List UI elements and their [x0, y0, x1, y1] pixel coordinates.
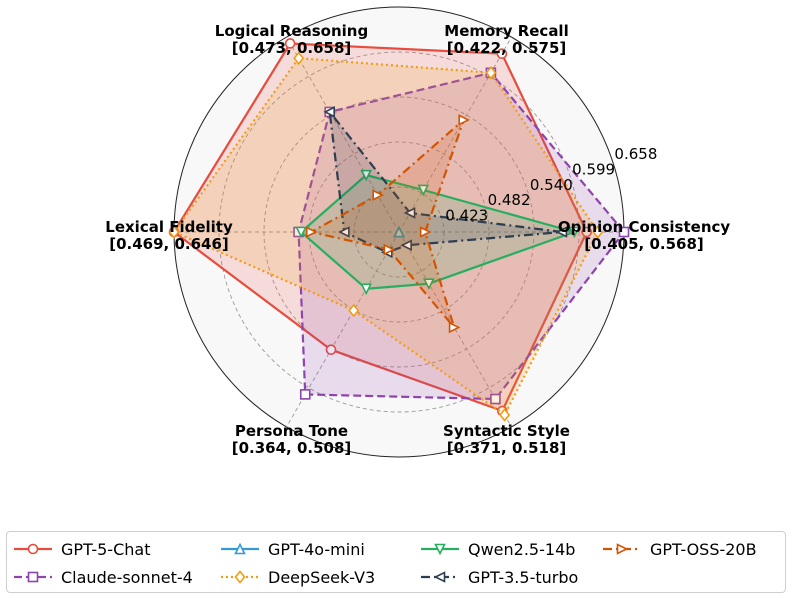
- axis-label-name: Memory Recall: [444, 22, 568, 40]
- legend-marker: [234, 542, 246, 555]
- data-point: [403, 207, 416, 219]
- data-point: [400, 239, 412, 252]
- radial-tick-label: 0.599: [572, 160, 615, 178]
- data-point: [592, 225, 604, 239]
- radial-tick-label: 0.658: [614, 145, 657, 163]
- data-point: [360, 283, 372, 296]
- legend-swatch: [14, 571, 52, 583]
- radial-tick-label: 0.423: [445, 207, 488, 225]
- axis-label-name: Persona Tone: [235, 422, 348, 440]
- axis-label-range: [0.405, 0.568]: [584, 235, 704, 253]
- data-point: [581, 226, 593, 238]
- grid-ring-4: [218, 51, 580, 413]
- legend-marker: [234, 570, 246, 584]
- legend-item: Claude-sonnet-4: [13, 566, 193, 588]
- axis-label-range: [0.469, 0.646]: [109, 235, 229, 253]
- data-point: [372, 189, 385, 201]
- series-area: [174, 58, 598, 415]
- chart-legend: GPT-5-Chat GPT-4o-mini Qwen2.5-14b GPT-OSS-…: [6, 531, 786, 593]
- legend-item: DeepSeek-V3: [220, 566, 375, 588]
- series-area: [301, 175, 575, 289]
- data-point: [295, 226, 307, 239]
- series-gpt-oss-20b: [305, 114, 470, 334]
- data-point: [458, 114, 470, 126]
- legend-label: GPT-3.5-turbo: [468, 567, 579, 587]
- axis-label-name: Lexical Fidelity: [105, 218, 233, 236]
- data-point: [568, 226, 581, 239]
- legend-marker: [433, 571, 446, 583]
- data-point: [325, 344, 337, 356]
- series-area: [329, 111, 562, 253]
- data-point: [499, 408, 511, 422]
- axis-labels: Opinion Consistency[0.405, 0.568] Memory …: [105, 22, 730, 457]
- grid-spoke-2: [398, 36, 512, 233]
- legend-swatch: [221, 570, 259, 584]
- legend-label: Claude-sonnet-4: [61, 567, 193, 587]
- radial-tick-label: 0.482: [488, 191, 531, 209]
- axis-label-name: Syntactic Style: [443, 422, 570, 440]
- data-point: [393, 225, 405, 238]
- axis-label-name: Opinion Consistency: [558, 218, 731, 236]
- legend-label: DeepSeek-V3: [268, 567, 376, 587]
- legend-item: GPT-3.5-turbo: [420, 566, 578, 588]
- legend-label: GPT-OSS-20B: [650, 539, 757, 559]
- series-layer: [168, 38, 630, 422]
- grid-spoke-5: [286, 231, 400, 428]
- data-point: [485, 66, 497, 80]
- legend-item: GPT-OSS-20B: [602, 538, 757, 560]
- legend-label: GPT-5-Chat: [61, 539, 151, 559]
- legend-swatch: [603, 543, 641, 555]
- axis-label-range: [0.371, 0.518]: [447, 439, 567, 457]
- axis-label-range: [0.364, 0.508]: [232, 439, 352, 457]
- data-point: [299, 389, 311, 400]
- data-point: [284, 38, 296, 49]
- legend-marker: [27, 543, 39, 555]
- legend-marker: [434, 543, 446, 556]
- series-area: [298, 72, 624, 400]
- series-area: [174, 43, 587, 411]
- legend-swatch: [14, 543, 52, 555]
- series-deepseek-v3: [168, 51, 604, 422]
- series-area: [311, 119, 464, 328]
- data-point: [417, 184, 430, 197]
- series-gpt-4o-mini: [393, 225, 405, 238]
- data-point: [338, 226, 350, 238]
- data-point: [360, 169, 372, 182]
- data-point: [383, 243, 396, 256]
- series-qwen2-5-14b: [295, 169, 581, 296]
- data-point: [496, 48, 508, 60]
- data-point: [618, 226, 630, 238]
- grid-spoke-3: [286, 36, 400, 233]
- axis-label-name: Logical Reasoning: [215, 22, 368, 40]
- data-point: [348, 303, 360, 318]
- data-point: [423, 278, 435, 290]
- legend-swatch: [421, 571, 459, 583]
- data-point: [448, 321, 461, 334]
- legend-item: Qwen2.5-14b: [420, 538, 575, 560]
- axis-label-range: [0.422, 0.575]: [447, 39, 567, 57]
- legend-item: GPT-4o-mini: [220, 538, 365, 560]
- axis-label-range: [0.473, 0.658]: [232, 39, 352, 57]
- data-point: [293, 51, 305, 65]
- data-point: [168, 225, 180, 239]
- legend-swatch: [221, 542, 259, 555]
- data-point: [323, 106, 335, 118]
- legend-label: GPT-4o-mini: [268, 539, 365, 559]
- legend-item: GPT-5-Chat: [13, 538, 150, 560]
- radial-tick-label: 0.540: [530, 176, 573, 194]
- data-point: [555, 226, 568, 238]
- legend-marker: [27, 571, 39, 583]
- legend-swatch: [421, 543, 459, 556]
- data-point: [490, 393, 501, 405]
- data-point: [419, 226, 432, 238]
- legend-label: Qwen2.5-14b: [468, 539, 576, 559]
- data-point: [305, 226, 318, 238]
- legend-marker: [616, 543, 629, 555]
